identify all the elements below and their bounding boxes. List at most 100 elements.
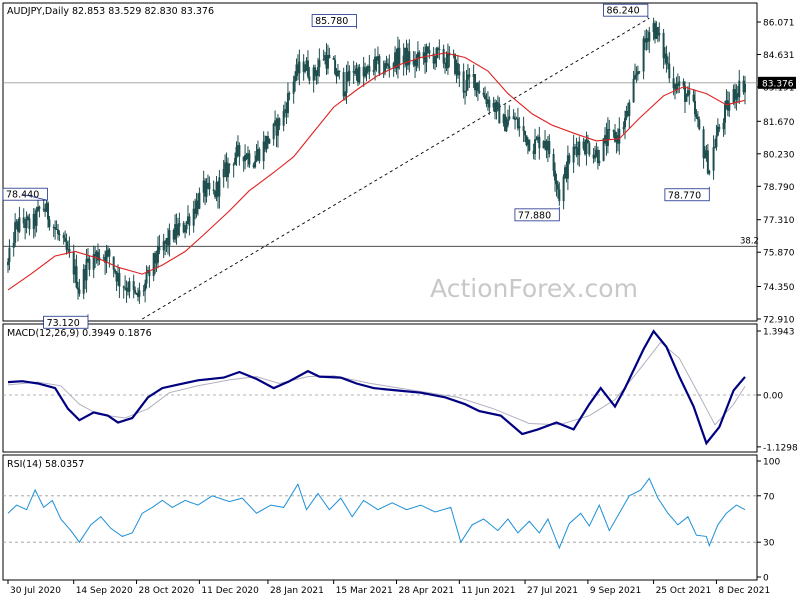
candle-body: [174, 224, 177, 240]
candle-body: [506, 119, 509, 126]
candle-body: [88, 258, 91, 270]
candle-body: [292, 81, 295, 94]
candle-body: [504, 114, 507, 132]
candle-body: [384, 63, 387, 72]
candle-body: [148, 270, 151, 277]
candle-body: [326, 54, 329, 69]
candle-body: [236, 145, 239, 147]
candle-body: [588, 143, 591, 155]
x-axis: 30 Jul 2020 14 Sep 2020 28 Oct 2020 11 Dec …: [7, 580, 770, 596]
candle-body: [455, 63, 458, 74]
candle-body: [664, 53, 667, 59]
candle-body: [324, 55, 327, 59]
candle-body: [222, 168, 225, 178]
candle-body: [414, 60, 417, 67]
candle-body: [198, 192, 201, 209]
x-axis-tick-label: 11 Dec 2020: [201, 586, 259, 596]
candle-body: [135, 292, 138, 294]
candle-body: [316, 67, 319, 76]
candle-body: [22, 217, 25, 224]
candle-body: [698, 119, 701, 130]
candle-body: [315, 75, 318, 77]
candle-body: [156, 246, 159, 263]
price-y-tick-label: 78.790: [763, 183, 795, 193]
price-annotation: 77.880: [514, 206, 560, 221]
candle-body: [726, 100, 729, 111]
candle-body: [44, 208, 47, 212]
candle-body: [678, 81, 681, 86]
candle-body: [625, 110, 628, 118]
candle-body: [548, 141, 551, 154]
candle-body: [105, 251, 108, 263]
candle-body: [226, 163, 229, 178]
candle-body: [706, 150, 709, 174]
candle-body: [192, 208, 195, 226]
rsi-y-tick-label: 0: [763, 574, 769, 584]
candle-body: [106, 249, 109, 252]
candles: [7, 17, 746, 304]
candle-body: [476, 83, 479, 91]
candle-body: [428, 50, 431, 54]
candle-body: [308, 76, 311, 81]
candle-body: [565, 167, 568, 179]
candle-body: [38, 206, 41, 209]
candle-body: [336, 70, 339, 77]
candle-body: [172, 230, 175, 240]
candle-body: [122, 286, 125, 288]
candle-body: [32, 213, 35, 230]
candle-body: [378, 56, 381, 74]
candle-body: [252, 164, 255, 168]
price-panel-frame: [2, 2, 758, 322]
candle-body: [695, 114, 698, 117]
candle-body: [622, 127, 625, 129]
candle-body: [318, 59, 321, 68]
x-axis-tick-label: 11 Jun 2021: [461, 586, 515, 596]
candle-body: [266, 136, 269, 144]
price-y-tick-label: 84.631: [763, 51, 795, 61]
candle-body: [228, 163, 231, 166]
candle-body: [505, 125, 508, 132]
candle-body: [334, 59, 337, 74]
candle-body: [346, 71, 349, 81]
candle-body: [366, 66, 369, 68]
candle-body: [645, 38, 648, 43]
candle-body: [272, 123, 275, 140]
candle-body: [134, 289, 137, 293]
candle-body: [694, 100, 697, 115]
candle-body: [204, 180, 207, 197]
candle-body: [234, 158, 237, 165]
candle-body: [502, 114, 505, 124]
candle-body: [635, 74, 638, 76]
candle-body: [265, 136, 268, 150]
candle-body: [68, 248, 71, 252]
price-annotation: 78.440: [2, 187, 48, 201]
macd-y-tick-label: 0.00: [763, 392, 783, 402]
candle-body: [728, 102, 731, 111]
candle-body: [668, 63, 671, 79]
candle-body: [566, 155, 569, 179]
candle-body: [322, 58, 325, 60]
candle-body: [335, 73, 338, 77]
candle-body: [142, 290, 145, 292]
svg-text:78.440: 78.440: [6, 190, 39, 201]
macd-signal-line: [7, 341, 746, 426]
candle-body: [255, 155, 258, 162]
candle-body: [184, 229, 187, 233]
x-axis-tick-label: 30 Jul 2020: [10, 586, 61, 596]
candle-body: [348, 70, 351, 81]
candle-body: [675, 83, 678, 90]
candle-body: [212, 189, 215, 192]
candle-body: [242, 156, 245, 162]
candle-body: [558, 189, 561, 202]
candle-body: [495, 102, 498, 113]
candle-body: [712, 147, 715, 171]
trendline: [142, 17, 650, 320]
candle-body: [628, 102, 631, 117]
candle-body: [702, 129, 705, 159]
candle-body: [665, 53, 668, 64]
candle-body: [696, 116, 699, 120]
candle-body: [404, 47, 407, 56]
candle-body: [454, 54, 457, 74]
candle-body: [144, 283, 147, 291]
